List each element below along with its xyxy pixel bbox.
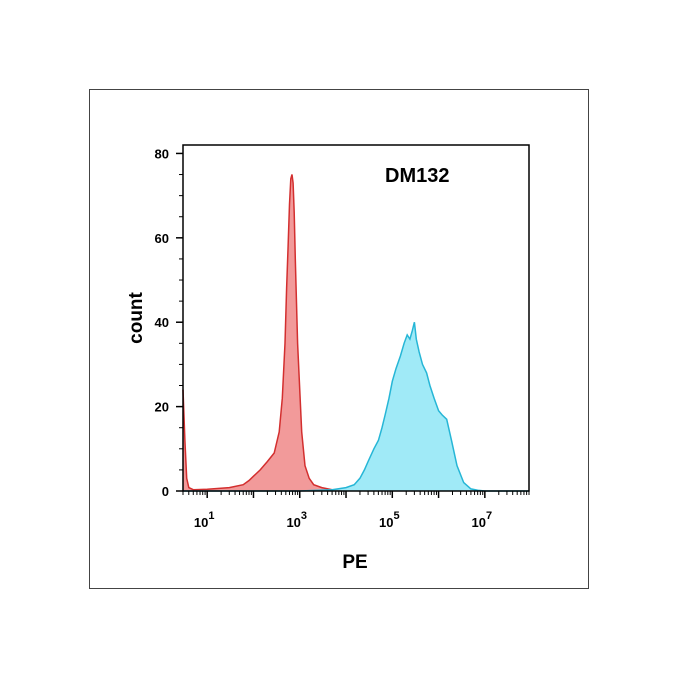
- x-tick-label: 107: [472, 510, 493, 530]
- y-tick-label: 60: [155, 231, 169, 246]
- x-axis-title: PE: [342, 552, 367, 573]
- sample-annotation: DM132: [385, 165, 449, 187]
- series-1-outline: [182, 174, 342, 492]
- plot-area-frame: [182, 144, 530, 492]
- series-2-outline: [183, 322, 529, 492]
- y-axis-title: count: [126, 291, 147, 343]
- y-tick-label: 0: [162, 484, 169, 499]
- axis-layer: 0 20 40 60 80 101 103 105 107: [155, 146, 530, 530]
- figure-frame: [89, 89, 589, 589]
- x-tick-label: 105: [379, 510, 400, 530]
- x-tick-label: 103: [286, 510, 307, 530]
- y-tick-label: 40: [155, 315, 169, 330]
- series-1-area: [183, 174, 342, 491]
- y-tick-label: 20: [155, 400, 169, 415]
- y-tick-label: 80: [155, 146, 169, 161]
- series-2-area: [183, 322, 529, 491]
- series-layer: [182, 174, 529, 492]
- x-tick-label: 101: [194, 510, 215, 530]
